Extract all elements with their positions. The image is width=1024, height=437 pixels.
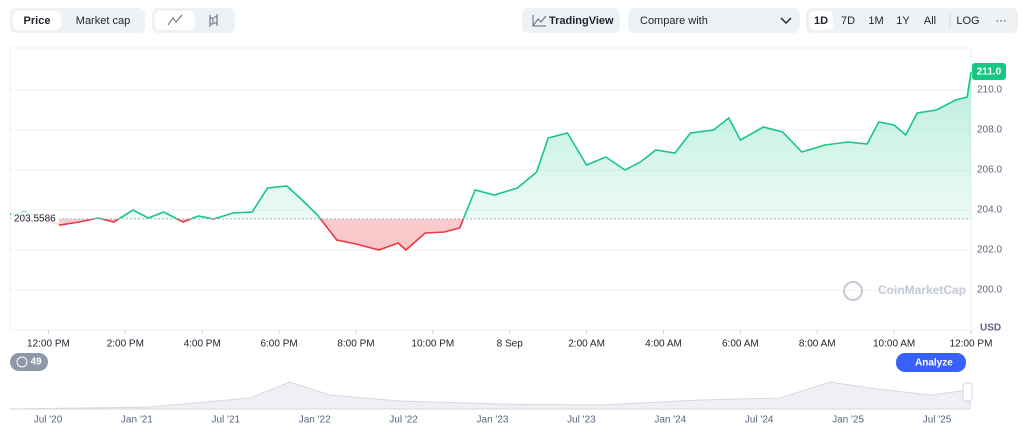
x-tick-label: 2:00 PM (107, 339, 144, 350)
navigator-label: Jul '25 (923, 415, 952, 426)
compare-label[interactable]: Compare with (640, 15, 708, 27)
range-active[interactable] (809, 11, 833, 30)
baseline-label: 203.5586 (14, 213, 56, 224)
range-tab[interactable]: 1Y (896, 15, 910, 27)
navigator-label: Jan '22 (299, 415, 331, 426)
current-price-tag (972, 63, 1006, 80)
navigator-label: Jan '24 (654, 415, 686, 426)
x-tick-label: 8:00 AM (799, 339, 836, 350)
x-tick-label: 6:00 AM (722, 339, 759, 350)
x-tick-label: 8 Sep (497, 339, 524, 350)
baseline-tag-bg (11, 211, 59, 226)
navigator-label: Jan '21 (121, 415, 153, 426)
range-tab[interactable]: 1D (814, 15, 828, 27)
watermark-logo (843, 281, 863, 301)
y-tick-label: 200.0 (977, 285, 1002, 296)
navigator-label: Jan '25 (832, 415, 864, 426)
x-tick-label: 12:00 PM (27, 339, 70, 350)
x-tick-label: 2:00 AM (568, 339, 605, 350)
navigator-handle[interactable] (962, 382, 973, 402)
navigator-label: Jul '24 (745, 415, 774, 426)
candle-icon[interactable] (209, 14, 218, 27)
line-icon (167, 14, 183, 26)
navigator-label: Jul '21 (212, 415, 241, 426)
x-tick-label: 10:00 PM (411, 339, 454, 350)
unit-label: USD (980, 323, 1001, 334)
navigator-label: Jan '23 (477, 415, 509, 426)
y-tick-label: 202.0 (977, 245, 1002, 256)
range-tabs (806, 8, 1018, 33)
tab[interactable]: Price (24, 15, 51, 27)
x-tick-label: 8:00 PM (337, 339, 374, 350)
x-tick-label: 10:00 AM (873, 339, 915, 350)
range-tab[interactable]: LOG (956, 15, 979, 27)
compare-dropdown[interactable] (628, 8, 800, 33)
y-tick-label: 204.0 (977, 205, 1002, 216)
navigator-label: Jul '23 (567, 415, 596, 426)
tradingview-label[interactable]: TradingView (549, 15, 614, 27)
area-below (43, 218, 464, 250)
navigator-area (9, 381, 971, 410)
range-tab[interactable]: 1M (868, 15, 883, 27)
area-above (10, 72, 971, 219)
badge-label[interactable]: 49 (30, 357, 42, 368)
x-tick-label: 6:00 PM (260, 339, 297, 350)
tv-icon (532, 15, 547, 27)
x-tick-label: 12:00 PM (950, 339, 993, 350)
watermark: CoinMarketCap (878, 283, 966, 297)
range-tab[interactable]: 7D (841, 15, 855, 27)
y-tick-label: 210.0 (977, 85, 1002, 96)
price-line (10, 71, 972, 219)
y-tick-label: 208.0 (977, 125, 1002, 136)
current-price-label: 211.0 (977, 67, 1002, 78)
tradingview-btn[interactable] (522, 8, 620, 33)
y-tick-label: 206.0 (977, 165, 1002, 176)
badge[interactable] (10, 353, 48, 371)
tab-active[interactable] (13, 11, 61, 30)
navigator-label: Jul '20 (34, 415, 63, 426)
chevron (780, 17, 792, 25)
badge-icon (16, 356, 28, 368)
analyze-btn[interactable] (896, 353, 966, 372)
x-tick-label: 4:00 PM (184, 339, 221, 350)
analyze-label[interactable]: Analyze (915, 358, 953, 369)
more-btn[interactable]: ··· (996, 15, 1007, 27)
x-tick-label: 4:00 AM (645, 339, 682, 350)
navigator-label: Jul '22 (389, 415, 418, 426)
tab[interactable]: Market cap (76, 15, 130, 27)
range-tab[interactable]: All (924, 15, 936, 27)
